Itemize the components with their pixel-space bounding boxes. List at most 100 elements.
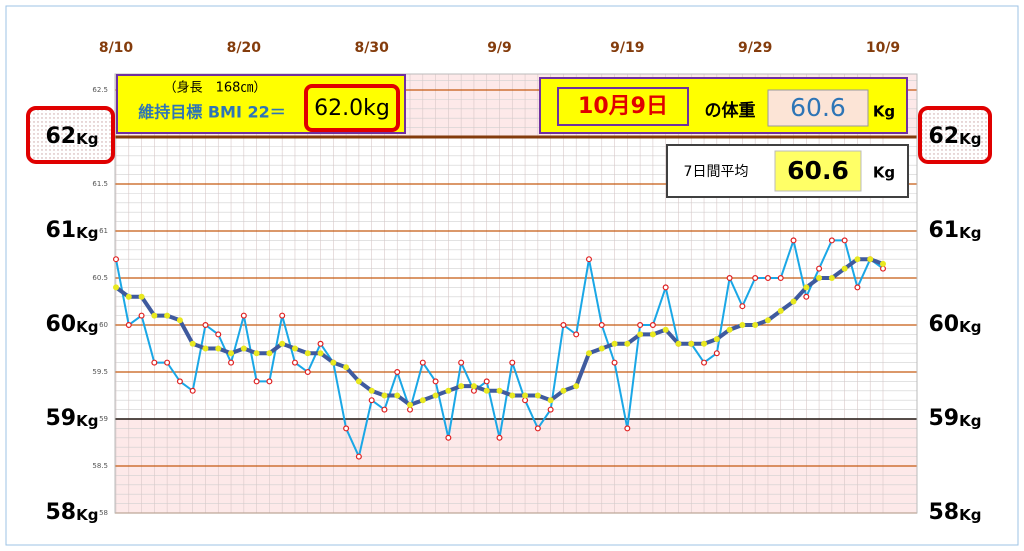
point [598,321,605,328]
point [547,406,554,413]
y-tick-label: 59 [99,415,108,423]
point [611,359,618,366]
point [151,312,158,319]
major-tick-value: 61 [929,218,960,243]
point [739,321,746,328]
major-tick-value: 61 [46,218,77,243]
point [713,350,720,357]
major-tick-unit: Kg [76,223,98,241]
y-tick-label: 62.5 [92,86,108,94]
avg-box [774,150,862,192]
major-tick-unit: Kg [76,506,98,524]
point [637,321,644,328]
x-tick-label: 8/30 [354,40,389,56]
point [266,350,273,357]
point [407,406,414,413]
point [202,345,209,352]
x-tick-label: 9/19 [610,40,644,56]
major-tick-label: 59Kg [46,406,99,431]
point [764,317,771,324]
point [394,392,401,399]
y-tick-label: 58.5 [92,462,108,470]
point [432,378,439,385]
point [726,274,733,281]
major-tick-label: 62Kg [46,124,99,149]
point [279,340,286,347]
point [279,312,286,319]
bmi-label: 維持目標 BMI 22＝ [138,103,285,122]
major-tick-unit: Kg [959,317,981,335]
point [419,359,426,366]
weight-value: 60.6 [790,93,846,122]
point [483,387,490,394]
point [112,256,119,263]
point [803,284,810,291]
point [777,274,784,281]
limit-callout [918,105,992,164]
point [355,453,362,460]
point [189,387,196,394]
major-tick-unit: Kg [76,411,98,429]
point [138,312,145,319]
point [573,331,580,338]
major-tick-label: 61Kg [46,218,99,243]
point [816,274,823,281]
major-tick-unit: Kg [959,129,981,147]
point [752,321,759,328]
major-tick-label: 58Kg [46,500,99,525]
unit: Kg [873,103,895,121]
point [304,368,311,375]
point [240,312,247,319]
point [317,340,324,347]
point [343,364,350,371]
point [841,237,848,244]
point [138,293,145,300]
point [483,378,490,385]
major-tick-label: 58Kg [929,500,982,525]
avg-label: 7日間平均 [684,164,749,180]
y-tick-label: 60.5 [92,274,108,282]
unit: Kg [873,164,895,182]
point [611,340,618,347]
major-tick-label: 61Kg [929,218,982,243]
point [803,293,810,300]
point [240,345,247,352]
point [867,256,874,263]
point [598,345,605,352]
y-tick-label: 61.5 [92,180,108,188]
point [790,237,797,244]
date: 10月9日 [578,94,668,119]
point [112,284,119,291]
point [253,378,260,385]
point [560,321,567,328]
point [266,378,273,385]
point [291,359,298,366]
point [164,359,171,366]
point [125,293,132,300]
point [304,350,311,357]
point [701,359,708,366]
point [688,340,695,347]
overlay: （身長 168㎝） 維持目標 BMI 22＝ 62.0kg 10月9日 の体重 … [116,74,909,198]
point [649,331,656,338]
major-tick-value: 62 [929,124,960,149]
major-tick-value: 59 [46,406,77,431]
point [419,397,426,404]
major-tick-value: 58 [46,500,77,525]
major-tick-value: 58 [929,500,960,525]
point [573,383,580,390]
point [624,340,631,347]
x-tick-label: 10/9 [866,40,900,56]
point [176,317,183,324]
point [215,345,222,352]
point [228,359,235,366]
point [228,350,235,357]
point [125,321,132,328]
x-tick-label: 8/20 [227,40,262,56]
point [253,350,260,357]
point [291,345,298,352]
point [458,359,465,366]
weight-box [767,89,869,127]
major-tick-unit: Kg [76,129,98,147]
